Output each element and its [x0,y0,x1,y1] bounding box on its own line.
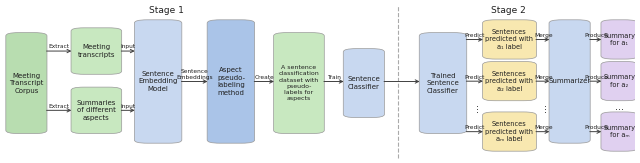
Text: Produce: Produce [584,75,608,80]
FancyBboxPatch shape [483,61,536,101]
Text: Stage 2: Stage 2 [490,6,525,15]
FancyBboxPatch shape [483,20,536,59]
Text: Summary
for a₁: Summary for a₁ [604,33,636,46]
Text: Sentences
predicted with
aₘ label: Sentences predicted with aₘ label [486,121,534,142]
Text: ...: ... [470,104,480,112]
Text: Meeting
Transcript
Corpus: Meeting Transcript Corpus [9,73,44,94]
Text: Predict: Predict [465,125,485,130]
FancyBboxPatch shape [601,61,637,101]
Text: Train: Train [327,75,340,80]
FancyBboxPatch shape [6,33,47,133]
FancyBboxPatch shape [134,20,182,143]
Text: Summary
for a₂: Summary for a₂ [604,74,636,88]
Text: Sentence
Classifier: Sentence Classifier [348,76,380,90]
FancyBboxPatch shape [601,20,637,59]
Text: Input: Input [120,104,136,109]
Text: Summaries
of different
aspects: Summaries of different aspects [77,100,116,121]
FancyBboxPatch shape [419,33,467,133]
FancyBboxPatch shape [549,20,590,143]
Text: Summary
for aₘ: Summary for aₘ [604,125,636,138]
Text: Produce: Produce [584,125,608,130]
Text: Input: Input [120,44,136,49]
Text: Summarizer: Summarizer [548,79,591,84]
Text: Extract: Extract [49,104,70,109]
FancyBboxPatch shape [71,28,122,74]
Text: Sentences
predicted with
a₁ label: Sentences predicted with a₁ label [486,29,534,50]
FancyBboxPatch shape [343,49,385,118]
Text: Create: Create [254,75,274,80]
Text: Predict: Predict [465,33,485,38]
Text: Sentences
predicted with
a₂ label: Sentences predicted with a₂ label [486,71,534,92]
Text: Stage 1: Stage 1 [148,6,184,15]
Text: Aspect
pseudo-
labeling
method: Aspect pseudo- labeling method [217,67,245,96]
Text: Merge: Merge [534,33,553,38]
Text: Trained
Sentence
Classifier: Trained Sentence Classifier [427,73,460,94]
Text: ...: ... [538,104,548,112]
Text: Predict: Predict [465,75,485,80]
Text: Meeting
transcripts: Meeting transcripts [77,44,115,58]
FancyBboxPatch shape [207,20,255,143]
Text: Produce: Produce [584,33,608,38]
FancyBboxPatch shape [274,33,324,133]
Text: Extract: Extract [49,44,70,49]
FancyBboxPatch shape [601,112,637,151]
FancyBboxPatch shape [483,112,536,151]
Text: Sentence
Embeddings: Sentence Embeddings [176,69,213,80]
Text: Merge: Merge [534,75,553,80]
Text: Sentence
Embedding
Model: Sentence Embedding Model [138,71,178,92]
Text: A sentence
classification
dataset with
pseudo-
labels for
aspects: A sentence classification dataset with p… [278,65,319,101]
Text: Merge: Merge [534,125,553,130]
FancyBboxPatch shape [71,87,122,133]
Text: ...: ... [615,102,624,112]
